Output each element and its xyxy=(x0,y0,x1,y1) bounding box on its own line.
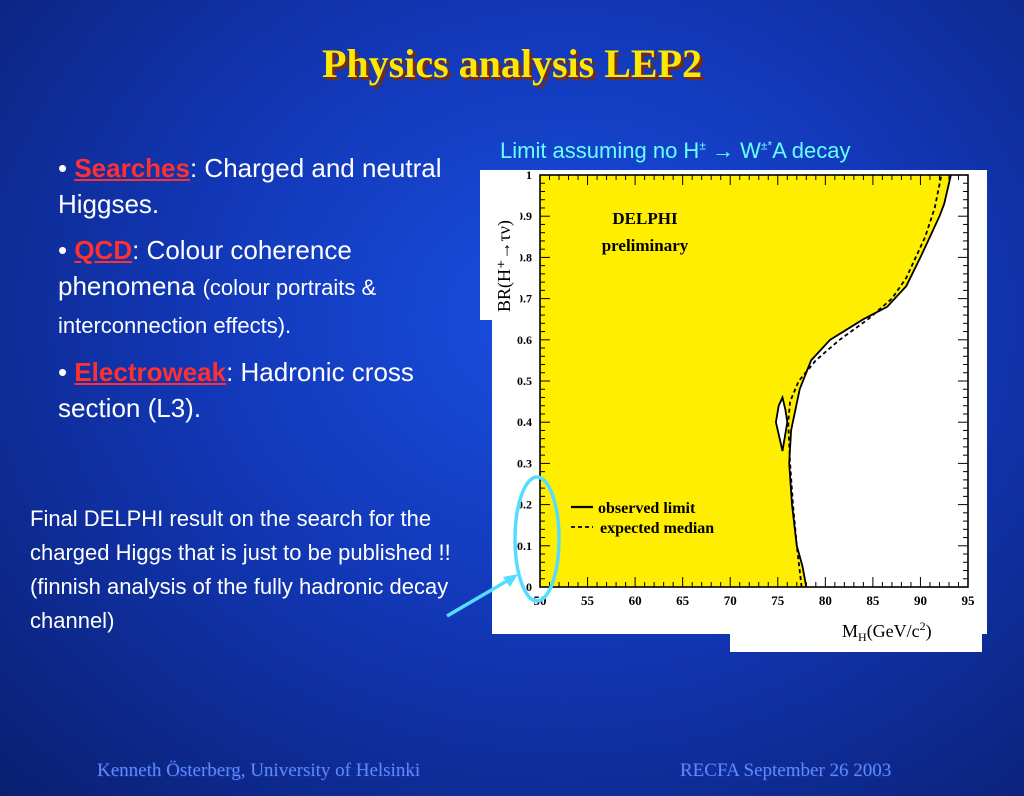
bullet-text: : Hadronic cross section (L3). xyxy=(58,357,414,423)
x-axis-label: MH(GeV/c2) xyxy=(842,619,932,644)
x-tick-label: 80 xyxy=(819,593,832,608)
x-tick-label: 75 xyxy=(771,593,785,608)
bullet-keyword: Searches xyxy=(74,153,190,183)
xlabel-m: M xyxy=(842,621,858,641)
y-tick-label: 0.9 xyxy=(517,209,532,223)
caption-post: A decay xyxy=(772,138,851,163)
allowed-island xyxy=(774,394,789,452)
caption-pm: ± xyxy=(699,138,706,153)
x-tick-label: 70 xyxy=(724,593,737,608)
xlabel-box xyxy=(730,630,982,652)
x-tick-label: 55 xyxy=(581,593,595,608)
x-tick-label: 85 xyxy=(866,593,880,608)
callout-arrowhead xyxy=(503,574,518,587)
y-tick-label: 0.1 xyxy=(517,539,532,553)
y-axis-label: BR(H⁺→τν) xyxy=(494,220,515,312)
ylabel-box xyxy=(480,170,520,320)
footer-event: RECFA September 26 2003 xyxy=(680,760,892,781)
bullet-text: : Colour coherence phenomena xyxy=(58,235,352,301)
experiment-label: DELPHI xyxy=(612,209,678,228)
xlabel-sup: 2 xyxy=(920,619,926,633)
slide-title: Physics analysis LEP2 xyxy=(321,41,703,86)
excluded-region xyxy=(540,175,951,587)
final-result-text: Final DELPHI result on the search for th… xyxy=(30,506,451,633)
bullet-keyword: QCD xyxy=(74,235,133,265)
x-tick-label: 65 xyxy=(676,593,690,608)
expected-median-line xyxy=(787,174,943,588)
bullet-qcd: • QCD: Colour coherence phenomena (colou… xyxy=(58,235,377,338)
y-tick-labels: 00.10.20.30.40.50.60.70.80.91 xyxy=(517,168,532,594)
y-tick-label: 0.8 xyxy=(517,250,532,264)
axis-ticks xyxy=(539,174,969,588)
highlight-ellipse xyxy=(513,475,561,603)
caption-pm-star: ±* xyxy=(760,138,773,153)
y-tick-label: 0.6 xyxy=(517,333,532,347)
bullet-searches: • Searches: Charged and neutral Higgses. xyxy=(58,153,442,219)
footer-author: Kenneth Österberg, University of Helsink… xyxy=(97,760,421,781)
caption-arrow: → xyxy=(712,138,735,163)
bullet-small-text: (colour portraits & interconnection effe… xyxy=(58,275,377,338)
limit-caption: Limit assuming no H± → W±*A decay xyxy=(500,138,970,164)
bullet-text: : Charged and neutral Higgses. xyxy=(58,153,442,219)
bullet-electroweak: • Electroweak: Hadronic cross section (L… xyxy=(58,357,414,423)
x-tick-label: 95 xyxy=(962,593,976,608)
bullet-list: • Searches: Charged and neutral Higgses.… xyxy=(58,150,478,436)
caption-w: W xyxy=(734,138,761,163)
y-tick-label: 0.3 xyxy=(517,456,532,470)
br-limit-chart: 50 55 60 65 70 75 80 85 90 95 00.10.20.30.40.50.6… xyxy=(480,168,987,652)
y-tick-label: 0.4 xyxy=(517,415,532,429)
caption-pre: Limit assuming no H xyxy=(500,138,700,163)
x-tick-labels: 50 55 60 65 70 75 80 85 90 95 xyxy=(534,593,976,608)
legend-observed-label: observed limit xyxy=(598,500,696,517)
x-tick-label: 60 xyxy=(629,593,642,608)
observed-limit-line xyxy=(788,174,952,588)
xlabel-end: ) xyxy=(926,621,932,642)
xlabel-unit: (GeV/c xyxy=(867,621,920,642)
x-tick-label: 90 xyxy=(914,593,927,608)
y-tick-label: 0.5 xyxy=(517,374,532,388)
status-label: preliminary xyxy=(602,236,689,255)
legend-expected-label: expected median xyxy=(600,520,714,537)
y-tick-label: 0 xyxy=(526,580,532,594)
xlabel-sub: H xyxy=(858,630,867,644)
bullet-keyword: Electroweak xyxy=(74,357,227,387)
callout-arrow-line xyxy=(446,576,513,618)
y-tick-label: 1 xyxy=(526,168,532,182)
y-tick-label: 0.7 xyxy=(517,292,532,306)
